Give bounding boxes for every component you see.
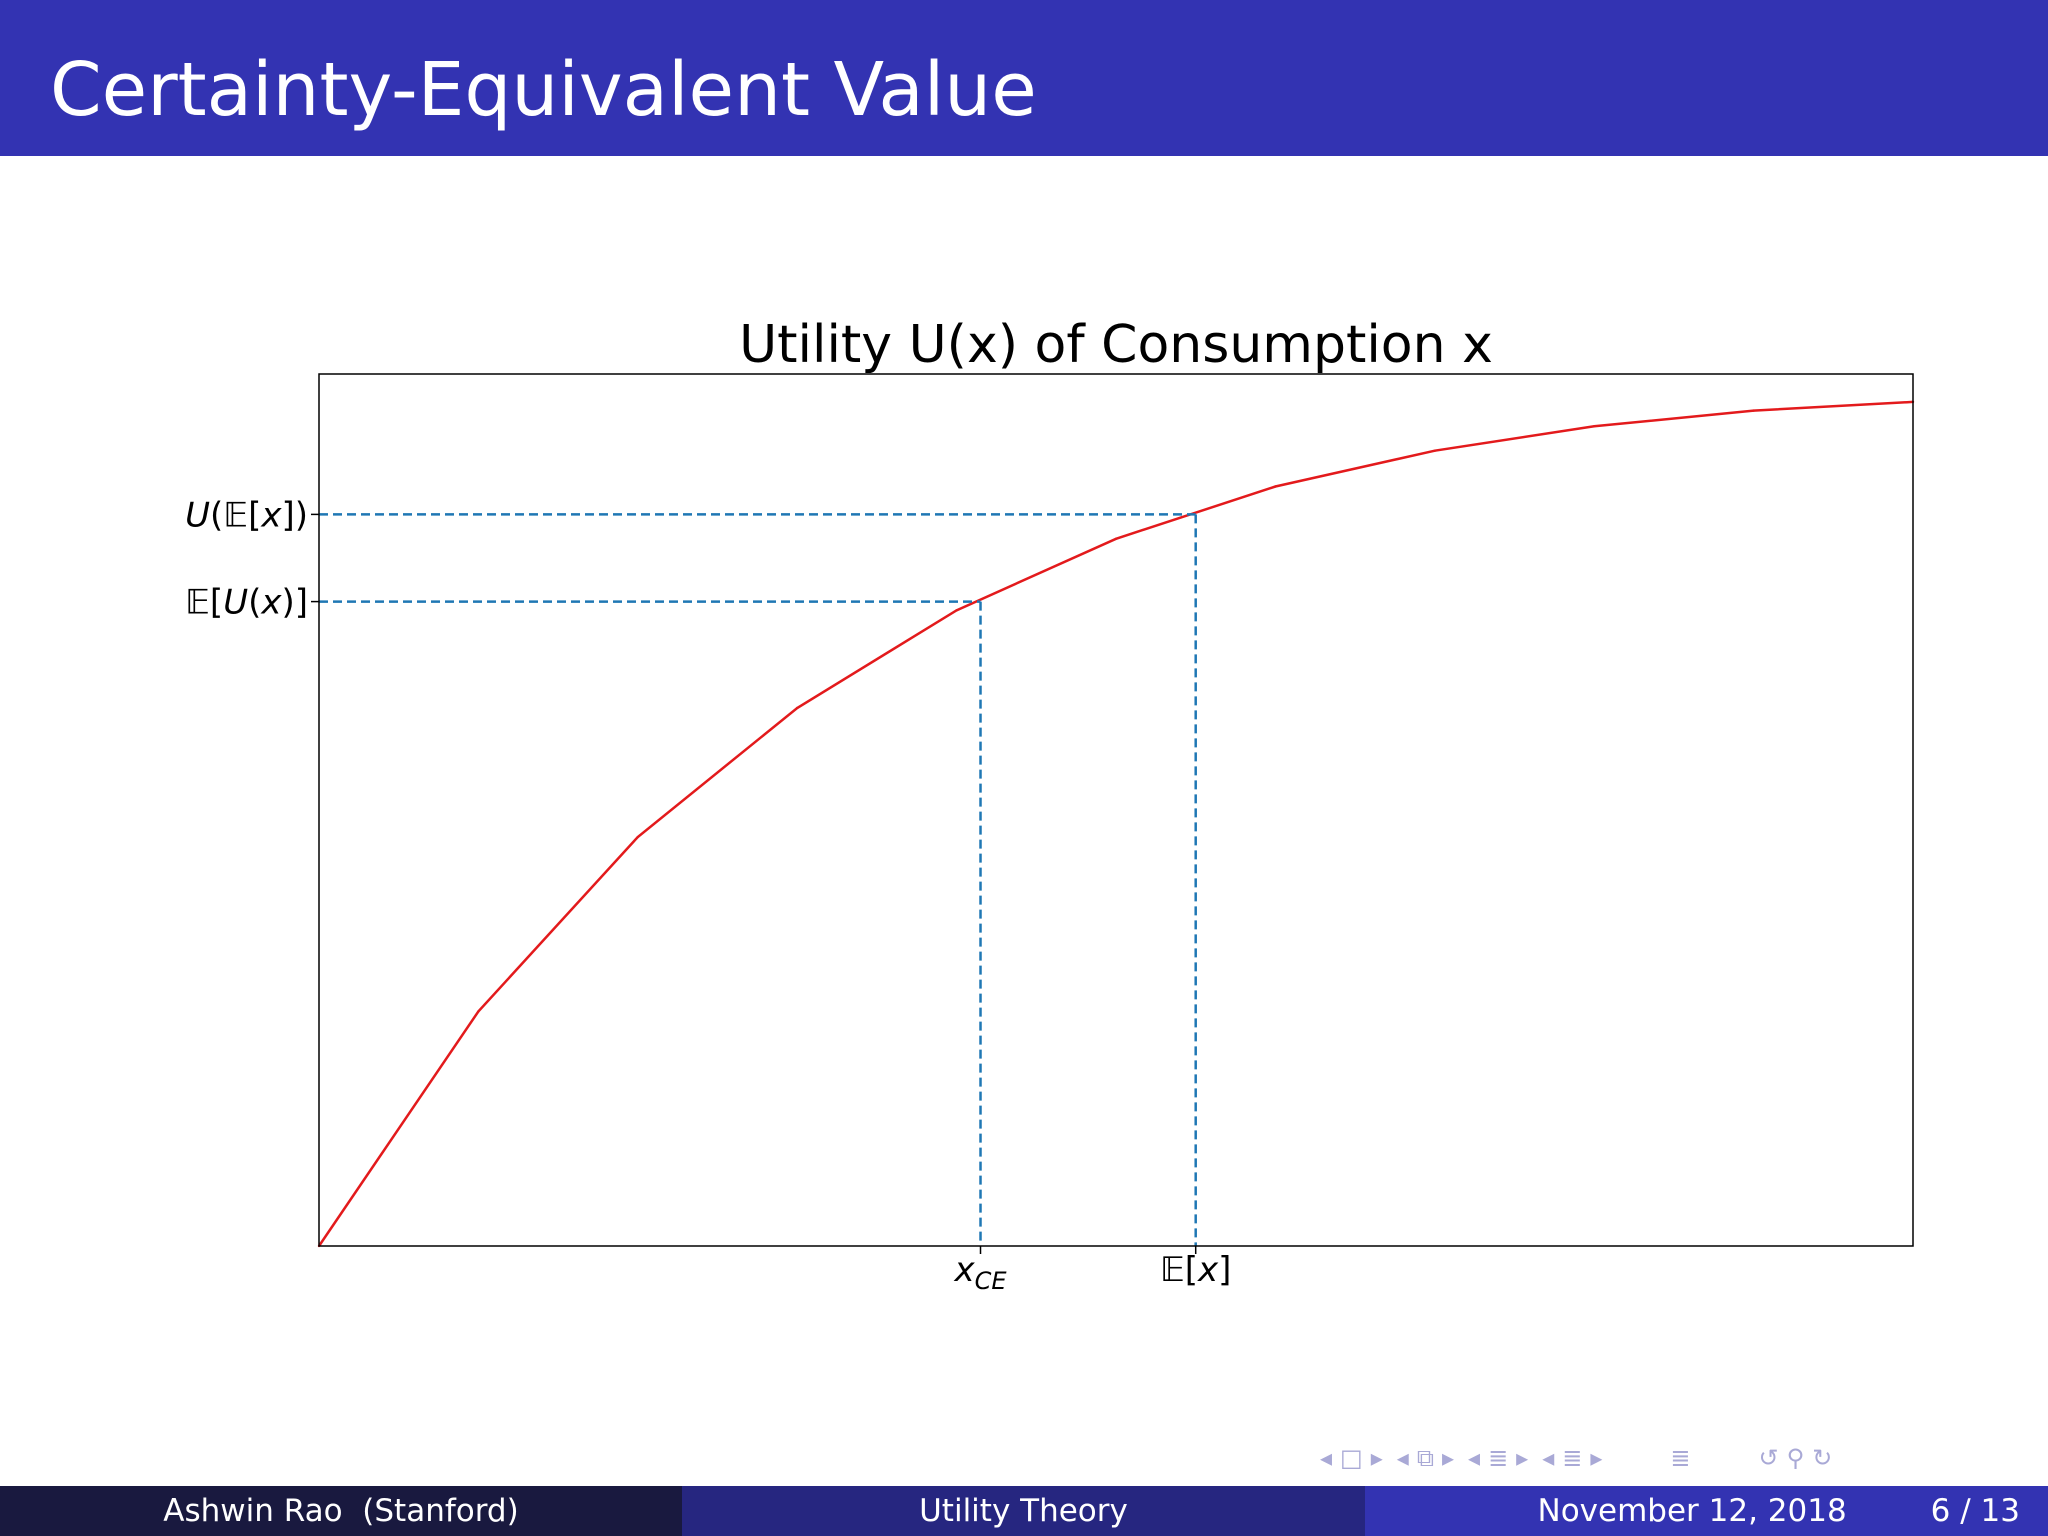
curve-point xyxy=(1752,409,1755,412)
curve-point xyxy=(1274,485,1277,488)
curve-point xyxy=(636,835,639,839)
nav-back-icon[interactable]: ↺ xyxy=(1758,1444,1779,1472)
nav-forward-icon[interactable]: ↻ xyxy=(1812,1444,1833,1472)
nav-frame-next-icon[interactable]: ▸ xyxy=(1370,1444,1383,1472)
nav-section-next-icon[interactable]: ▸ xyxy=(1516,1444,1529,1472)
y-tick-label-1: U(𝔼[x]) xyxy=(185,495,308,535)
nav-document-next-icon[interactable]: ▸ xyxy=(1590,1444,1603,1472)
nav-search-icon[interactable]: ⚲ xyxy=(1786,1444,1805,1472)
x-tick-label-0: xCE xyxy=(953,1250,1007,1295)
nav-subsection-next-icon[interactable]: ▸ xyxy=(1441,1444,1455,1472)
title-bar: Certainty-Equivalent Value xyxy=(0,0,2048,156)
footer-title-panel: Utility Theory xyxy=(682,1486,1365,1536)
chart-title: Utility U(x) of Consumption x xyxy=(739,315,1493,375)
nav-subsection-icon[interactable]: ⧉ xyxy=(1416,1444,1434,1472)
beamer-navigation: ◂ □ ▸ ◂ ⧉ ▸ ◂ ≣ ▸ ◂ ≣ ▸ ≣ ↺ ⚲ ↻ xyxy=(1320,1440,2040,1476)
nav-document-icon[interactable]: ≣ xyxy=(1562,1444,1583,1472)
curve-point xyxy=(1433,449,1437,452)
utility-chart: Utility U(x) of Consumption x xCE 𝔼[x] 𝔼[U(… xyxy=(185,315,1915,1295)
footer-title: Utility Theory xyxy=(919,1493,1128,1529)
footer: Ashwin Rao (Stanford) Utility Theory Nov… xyxy=(0,1486,2048,1536)
nav-frame-prev-icon[interactable]: ◂ xyxy=(1320,1444,1333,1472)
plot-area-frame xyxy=(318,373,1914,1247)
footer-date: November 12, 2018 xyxy=(1537,1493,1847,1529)
footer-page-number: 6 / 13 xyxy=(1930,1493,2020,1529)
curve-point xyxy=(796,706,799,710)
y-tick-label-0: 𝔼[U(x)] xyxy=(185,583,308,623)
slide-title: Certainty-Equivalent Value xyxy=(50,47,1037,133)
nav-section-icon[interactable]: ≣ xyxy=(1488,1444,1509,1472)
curve-point xyxy=(955,609,958,612)
nav-subsection-prev-icon[interactable]: ◂ xyxy=(1396,1444,1409,1472)
footer-date-panel: November 12, 2018 6 / 13 xyxy=(1365,1486,2048,1536)
curve-point xyxy=(1593,425,1596,428)
nav-section-prev-icon[interactable]: ◂ xyxy=(1468,1444,1481,1472)
footer-author: Ashwin Rao (Stanford) xyxy=(163,1493,519,1529)
footer-author-panel: Ashwin Rao (Stanford) xyxy=(0,1486,682,1536)
curve-point xyxy=(477,1010,480,1013)
nav-frame-icon[interactable]: □ xyxy=(1340,1444,1363,1472)
nav-document-prev-icon[interactable]: ◂ xyxy=(1542,1444,1555,1472)
utility-curve xyxy=(317,400,1914,1247)
x-tick-label-1: 𝔼[x] xyxy=(1160,1250,1231,1290)
nav-toc-icon[interactable]: ≣ xyxy=(1670,1444,1691,1472)
curve-point xyxy=(1114,537,1118,541)
